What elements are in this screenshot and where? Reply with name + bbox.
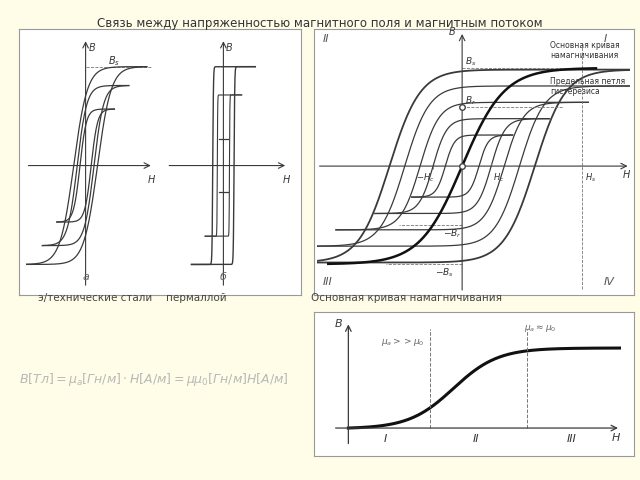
Text: II: II [473,434,479,444]
Text: III: III [323,276,333,287]
Text: $H_c$: $H_c$ [493,172,505,184]
Text: Основная кривая намагничивания: Основная кривая намагничивания [311,293,502,303]
Text: B: B [88,43,95,53]
Text: H: H [282,175,290,184]
Text: $B_s$: $B_s$ [465,56,477,68]
Text: $\mu_a>>\mu_0$: $\mu_a>>\mu_0$ [381,336,424,348]
Text: $\mu_a\approx\mu_0$: $\mu_a\approx\mu_0$ [524,324,556,335]
Text: пермаллой: пермаллой [166,293,227,303]
Text: I: I [383,434,387,444]
Text: B: B [334,319,342,329]
Text: Связь между напряженностью магнитного поля и магнитным потоком: Связь между напряженностью магнитного по… [97,17,543,30]
Text: H: H [623,169,630,180]
Text: $B_s$: $B_s$ [108,54,120,68]
Text: H: H [148,175,155,184]
Text: III: III [566,434,576,444]
Text: B: B [449,27,455,37]
Text: H: H [611,433,620,443]
Text: I: I [604,34,607,44]
Text: Основная кривая
намагничивания: Основная кривая намагничивания [550,41,620,60]
Text: II: II [323,34,330,44]
Text: Предельная петля
гистерезиса: Предельная петля гистерезиса [550,77,625,96]
Text: $B_r$: $B_r$ [465,95,476,108]
Text: $-B_s$: $-B_s$ [435,266,454,279]
Text: B: B [226,43,233,53]
Text: а: а [82,273,89,282]
Text: б: б [220,273,227,282]
Text: $-H_c$: $-H_c$ [416,172,435,184]
Text: $B\left[Тл\right]=\mu_{a}\left[Гн/м\right]\cdot H\left[A/м\right]=\mu\mu_{0}\lef: $B\left[Тл\right]=\mu_{a}\left[Гн/м\righ… [19,371,289,388]
Text: $H_s$: $H_s$ [585,172,596,184]
Text: IV: IV [604,276,614,287]
Text: $-B_r$: $-B_r$ [443,228,461,240]
Text: э/технические стали: э/технические стали [38,293,153,303]
